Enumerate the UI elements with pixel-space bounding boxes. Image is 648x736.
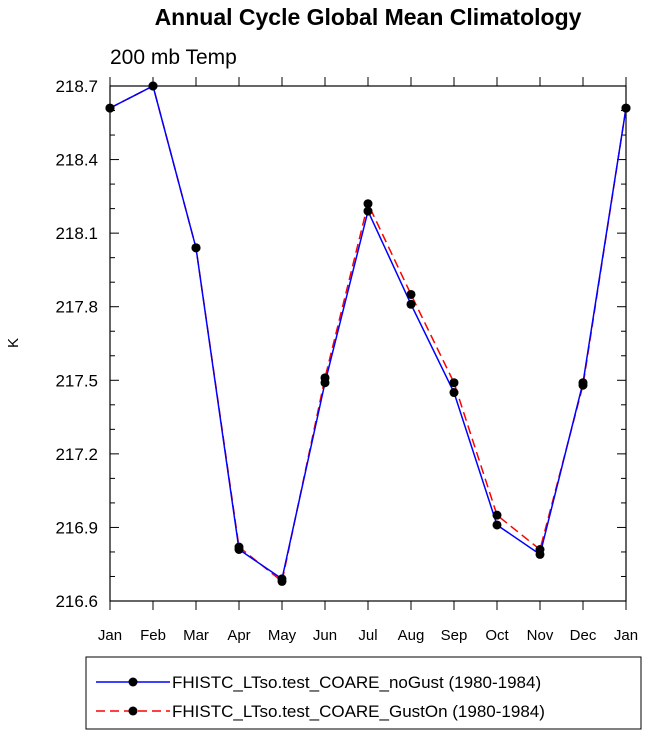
x-tick-label: Jul xyxy=(358,627,377,644)
x-tick-label: Oct xyxy=(485,627,509,644)
series-0-point xyxy=(492,520,502,530)
legend-marker-1 xyxy=(128,706,138,716)
series-1-point xyxy=(492,510,502,520)
series-1-point xyxy=(449,378,459,388)
series-1-point xyxy=(277,576,287,586)
y-tick-label: 218.1 xyxy=(55,224,98,243)
y-tick-label: 216.6 xyxy=(55,592,98,611)
y-tick-label: 216.9 xyxy=(55,518,98,537)
x-tick-label: Apr xyxy=(227,627,250,644)
series-1-point xyxy=(535,545,545,554)
chart-subtitle: 200 mb Temp xyxy=(110,46,237,69)
legend-label-1: FHISTC_LTso.test_COARE_GustOn (1980-1984… xyxy=(172,702,545,721)
y-tick-label: 218.7 xyxy=(55,77,98,96)
series-1-point xyxy=(234,542,244,552)
series-1-point xyxy=(578,380,588,390)
y-tick-label: 217.2 xyxy=(55,445,98,464)
series-0-point xyxy=(406,299,416,309)
y-tick-label: 218.4 xyxy=(55,151,98,170)
series-1-point xyxy=(148,81,158,91)
y-tick-label: 217.8 xyxy=(55,298,98,317)
legend-label-0: FHISTC_LTso.test_COARE_noGust (1980-1984… xyxy=(172,673,541,692)
y-axis-label: K xyxy=(5,338,22,348)
series-line-1 xyxy=(109,84,627,583)
x-tick-label: Dec xyxy=(570,627,597,644)
series-0-point xyxy=(363,206,373,216)
x-tick-label: May xyxy=(268,627,297,644)
legend-marker-0 xyxy=(128,677,138,687)
series-line-0 xyxy=(109,84,627,581)
x-tick-label: Sep xyxy=(441,627,468,644)
x-tick-label: Nov xyxy=(527,627,554,644)
series-1-point xyxy=(363,199,373,209)
series-layer xyxy=(105,81,631,586)
series-0-point xyxy=(449,388,459,398)
x-tick-label: Aug xyxy=(398,627,425,644)
series-1-point xyxy=(406,289,416,299)
axis-ticks: 216.6 216.9 217.2 217.5 217.8 218.1 218.4 218.7… xyxy=(55,77,638,644)
y-tick-label: 217.5 xyxy=(55,371,98,390)
plot-frame xyxy=(109,85,627,602)
series-1-point xyxy=(191,243,201,253)
x-tick-label: Mar xyxy=(183,627,209,644)
x-tick-label: Feb xyxy=(140,627,166,644)
series-1-point xyxy=(105,103,115,113)
series-1-point xyxy=(621,103,631,113)
x-tick-label: Jun xyxy=(313,627,337,644)
x-tick-label: Jan xyxy=(98,627,122,644)
x-tick-label: Jan xyxy=(614,627,638,644)
legend: FHISTC_LTso.test_COARE_noGust (1980-1984… xyxy=(85,656,642,730)
chart-title: Annual Cycle Global Mean Climatology xyxy=(155,4,582,30)
series-1-point xyxy=(320,373,330,383)
legend-box xyxy=(85,656,642,730)
